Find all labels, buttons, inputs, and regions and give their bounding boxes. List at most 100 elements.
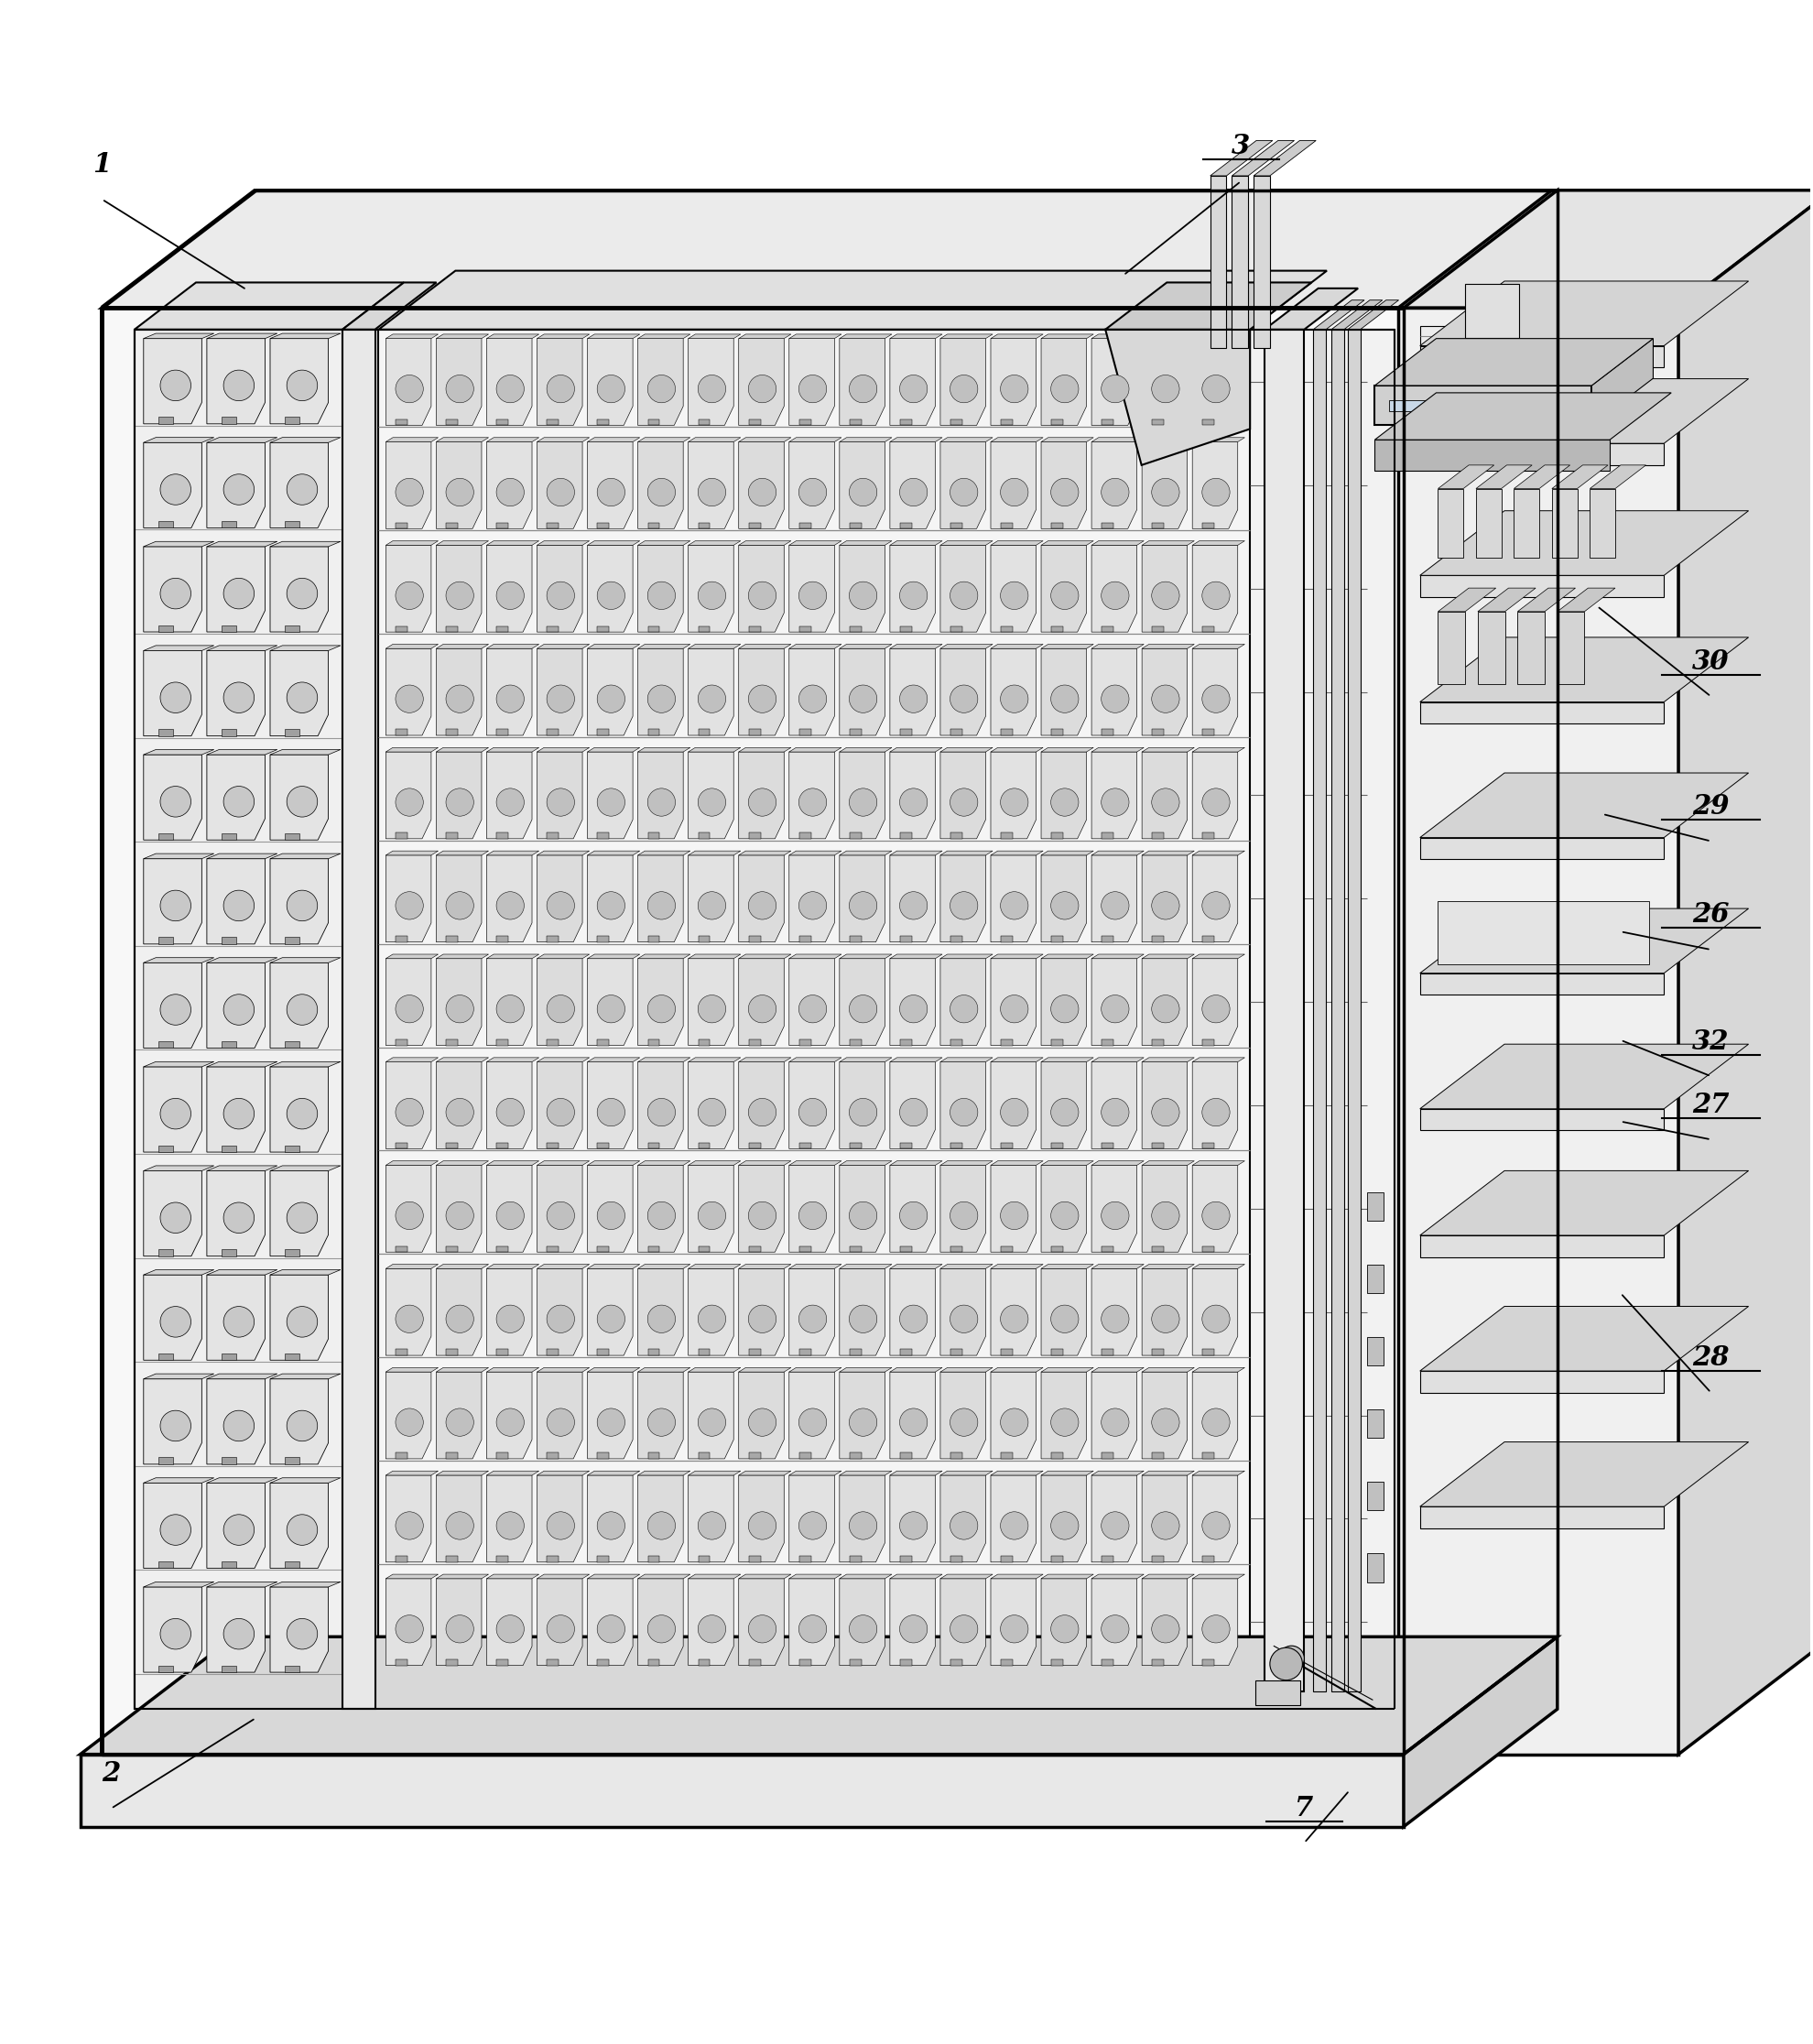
Circle shape	[848, 478, 877, 507]
Polygon shape	[941, 1476, 986, 1562]
Circle shape	[1100, 789, 1129, 816]
Bar	[1514, 489, 1539, 558]
Polygon shape	[738, 1165, 783, 1253]
Circle shape	[548, 995, 575, 1022]
Circle shape	[698, 1513, 725, 1539]
Polygon shape	[285, 834, 299, 840]
Polygon shape	[207, 1061, 277, 1067]
Polygon shape	[689, 1367, 742, 1372]
Polygon shape	[497, 419, 508, 425]
Polygon shape	[1091, 1057, 1144, 1063]
Polygon shape	[1106, 282, 1311, 329]
Circle shape	[647, 1304, 676, 1333]
Polygon shape	[890, 959, 936, 1044]
Polygon shape	[689, 542, 742, 546]
Circle shape	[950, 995, 977, 1022]
Circle shape	[548, 1098, 575, 1126]
Polygon shape	[738, 437, 790, 442]
Circle shape	[446, 1202, 473, 1230]
Polygon shape	[839, 850, 892, 854]
Polygon shape	[221, 730, 236, 736]
Polygon shape	[638, 1476, 684, 1562]
Polygon shape	[749, 1143, 760, 1149]
Polygon shape	[638, 442, 684, 529]
Polygon shape	[207, 546, 265, 632]
Polygon shape	[497, 1660, 508, 1666]
Polygon shape	[1052, 1660, 1062, 1666]
Polygon shape	[497, 1143, 508, 1149]
Polygon shape	[941, 1269, 986, 1355]
Polygon shape	[1091, 854, 1137, 942]
Circle shape	[749, 1615, 776, 1643]
Polygon shape	[899, 419, 912, 425]
Polygon shape	[990, 1574, 1042, 1578]
Polygon shape	[1151, 1555, 1164, 1562]
Circle shape	[596, 995, 625, 1022]
Polygon shape	[1420, 345, 1664, 368]
Polygon shape	[285, 1145, 299, 1153]
Circle shape	[497, 1304, 524, 1333]
Polygon shape	[143, 754, 201, 840]
Polygon shape	[343, 282, 437, 329]
Polygon shape	[143, 1061, 214, 1067]
Polygon shape	[143, 650, 201, 736]
Polygon shape	[158, 834, 172, 840]
Polygon shape	[990, 1372, 1035, 1459]
Circle shape	[1001, 1098, 1028, 1126]
Circle shape	[286, 370, 317, 401]
Polygon shape	[789, 854, 834, 942]
Circle shape	[596, 1304, 625, 1333]
Circle shape	[446, 1098, 473, 1126]
Circle shape	[647, 478, 676, 507]
Polygon shape	[647, 730, 660, 736]
Circle shape	[596, 789, 625, 816]
Polygon shape	[1041, 1574, 1093, 1578]
Polygon shape	[143, 1171, 201, 1257]
Circle shape	[647, 1615, 676, 1643]
Polygon shape	[497, 1555, 508, 1562]
Polygon shape	[1403, 1637, 1557, 1827]
Polygon shape	[486, 1161, 538, 1165]
Polygon shape	[689, 854, 734, 942]
Polygon shape	[598, 1247, 609, 1253]
Polygon shape	[486, 648, 531, 736]
Circle shape	[160, 993, 190, 1024]
Polygon shape	[899, 832, 912, 838]
Polygon shape	[143, 546, 201, 632]
Polygon shape	[738, 333, 790, 339]
Polygon shape	[587, 644, 640, 648]
Polygon shape	[158, 1353, 172, 1359]
Polygon shape	[1041, 442, 1086, 529]
Circle shape	[950, 374, 977, 403]
Polygon shape	[738, 1161, 790, 1165]
Polygon shape	[537, 1472, 589, 1476]
Polygon shape	[587, 1165, 633, 1253]
Polygon shape	[598, 832, 609, 838]
Polygon shape	[386, 955, 439, 959]
Polygon shape	[1420, 1171, 1748, 1235]
Polygon shape	[1151, 730, 1164, 736]
Bar	[1590, 489, 1615, 558]
Polygon shape	[738, 850, 790, 854]
Polygon shape	[647, 419, 660, 425]
Polygon shape	[134, 282, 404, 329]
Polygon shape	[446, 1038, 459, 1044]
Polygon shape	[941, 1578, 986, 1666]
Polygon shape	[395, 523, 408, 529]
Polygon shape	[1202, 1555, 1215, 1562]
Polygon shape	[497, 625, 508, 632]
Circle shape	[160, 891, 190, 922]
Polygon shape	[638, 1574, 691, 1578]
Polygon shape	[1142, 1165, 1188, 1253]
Polygon shape	[446, 1555, 459, 1562]
Polygon shape	[285, 1040, 299, 1049]
Circle shape	[1100, 478, 1129, 507]
Polygon shape	[950, 1247, 963, 1253]
Circle shape	[800, 789, 827, 816]
Polygon shape	[941, 850, 994, 854]
Polygon shape	[789, 850, 841, 854]
Polygon shape	[437, 546, 482, 632]
Polygon shape	[1091, 752, 1137, 838]
Circle shape	[596, 1615, 625, 1643]
Circle shape	[899, 374, 928, 403]
